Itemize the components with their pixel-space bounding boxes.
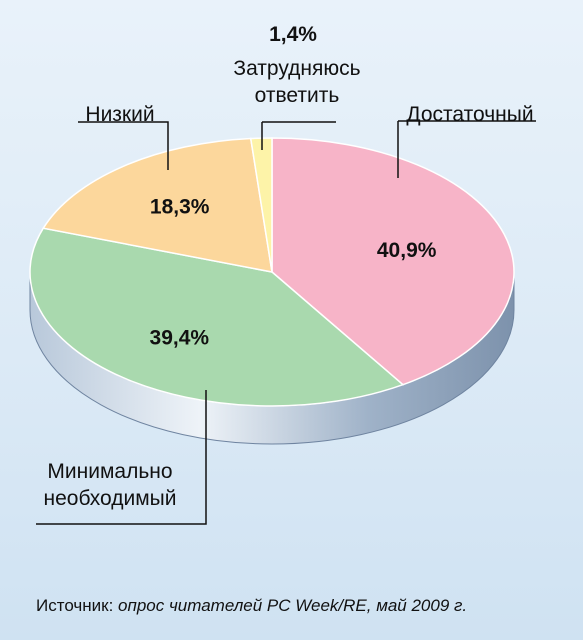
pie-slice (42, 137, 273, 273)
slice-percent-label: 18,3% (150, 196, 210, 219)
category-label: ответить (255, 84, 340, 107)
source-text: опрос читателей PC Week/RE, май 2009 г. (118, 596, 468, 615)
category-label: необходимый (43, 487, 176, 510)
slice-percent-label: 1,4% (269, 23, 317, 46)
source-prefix: Источник: (36, 596, 119, 615)
leader-line (36, 390, 207, 525)
pie-slice (29, 227, 405, 407)
leader-lines (36, 120, 536, 525)
category-label: Низкий (85, 103, 154, 126)
pie-slice (271, 137, 515, 386)
slice-percent-label: 40,9% (377, 239, 437, 262)
category-label: Затрудняюсь (233, 57, 360, 80)
pie-labels: 40,9% 39,4% 18,3% 1,4% Достаточный Затрудняюс… (43, 23, 533, 510)
category-label: Минимально (47, 460, 172, 483)
category-label: Достаточный (406, 103, 533, 126)
leader-line (78, 121, 169, 170)
source-note: Источник: опрос читателей PC Week/RE, ма… (36, 596, 467, 616)
pie-slices (29, 137, 515, 407)
slice-percent-label: 39,4% (150, 326, 210, 349)
